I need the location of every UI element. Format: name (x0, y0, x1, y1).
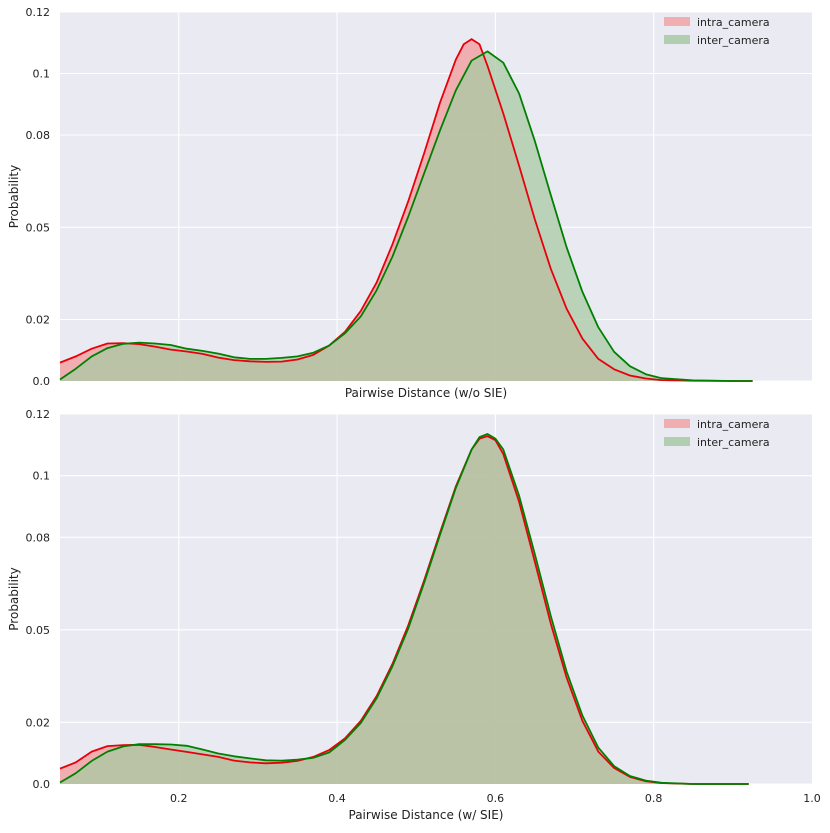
y-axis-label: Probability (7, 165, 21, 228)
x-tick-label: 0.2 (170, 792, 188, 805)
series-line-inter_camera (59, 50, 753, 382)
y-tick-label: 0.08 (26, 531, 51, 544)
y-tick-label: 0.02 (26, 314, 51, 327)
series-area-intra_camera (60, 39, 753, 381)
x-tick-label: 0.8 (645, 792, 663, 805)
y-tick-label: 0.1 (33, 470, 51, 483)
series-area-inter_camera (60, 51, 753, 382)
legend-label-inter_camera: inter_camera (697, 436, 770, 449)
legend-label-inter_camera: inter_camera (697, 34, 770, 47)
series-line-intra_camera (59, 435, 749, 785)
legend-label-intra_camera: intra_camera (697, 16, 770, 29)
chart-with-sie: 0.0 0.02 0.05 0.08 0.1 0.12 0.2 0.4 0.6 0.8 1.0 Pai… (7, 408, 821, 822)
series-line-intra_camera (59, 38, 753, 382)
y-tick-label: 0.12 (26, 6, 51, 19)
x-tick-label: 0.6 (487, 792, 505, 805)
series-line-inter_camera (59, 433, 749, 785)
y-tick-label: 0.0 (33, 375, 51, 388)
y-tick-label: 0.02 (26, 716, 51, 729)
chart-without-sie: 0.0 0.02 0.05 0.08 0.1 0.12 Pairwise Distance … (7, 6, 812, 400)
legend-swatch-intra_camera (664, 17, 690, 26)
legend-label-intra_camera: intra_camera (697, 418, 770, 431)
x-axis-label: Pairwise Distance (w/ SIE) (349, 808, 504, 822)
legend-swatch-inter_camera (664, 437, 690, 446)
legend-swatch-inter_camera (664, 35, 690, 44)
legend: intra_camera inter_camera (664, 16, 770, 47)
y-tick-label: 0.12 (26, 408, 51, 421)
y-tick-label: 0.1 (33, 68, 51, 81)
x-tick-label: 1.0 (803, 792, 821, 805)
legend: intra_camera inter_camera (664, 418, 770, 449)
legend-swatch-intra_camera (664, 419, 690, 428)
y-axis-label: Probability (7, 567, 21, 630)
y-tick-label: 0.08 (26, 129, 51, 142)
series-area-inter_camera (60, 434, 749, 784)
y-tick-label: 0.05 (26, 221, 51, 234)
x-axis-label: Pairwise Distance (w/o SIE) (345, 386, 507, 400)
y-tick-label: 0.05 (26, 624, 51, 637)
x-tick-label: 0.4 (328, 792, 346, 805)
y-tick-label: 0.0 (33, 778, 51, 791)
